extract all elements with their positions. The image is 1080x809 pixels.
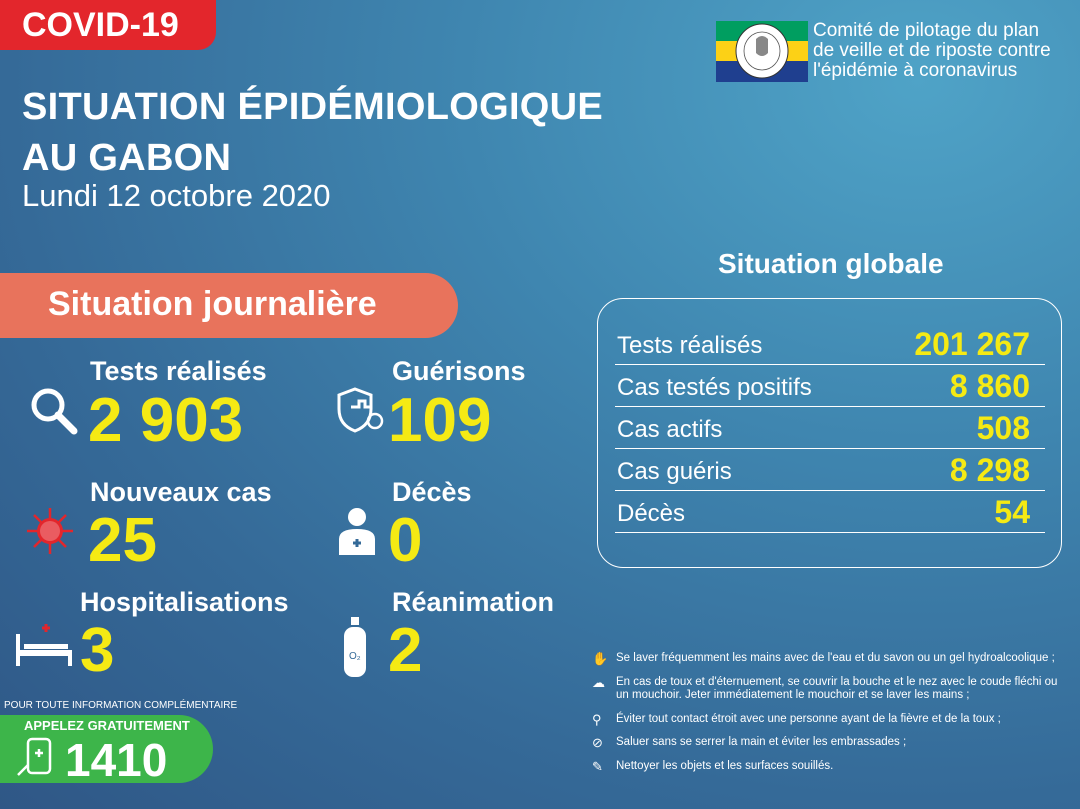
gabon-flag-logo [716,21,808,82]
row-label: Cas testés positifs [617,374,812,401]
global-row: Cas actifs 508 [615,407,1045,449]
advice-text: Saluer sans se serrer la main et éviter … [616,736,907,748]
daily-new-cases-value: 25 [88,506,157,575]
hotline-box: APPELEZ GRATUITEMENT 1410 [0,715,213,786]
sneeze-icon: ☁ [592,674,605,690]
daily-tests-label: Tests réalisés [90,356,267,386]
magnifier-icon [31,388,78,435]
report-date: Lundi 12 octobre 2020 [22,178,331,213]
org-line: Comité de pilotage du plan [813,20,1040,41]
org-line: de veille et de riposte contre [813,40,1051,61]
page-title-line1: SITUATION ÉPIDÉMIOLOGIQUE [22,86,604,128]
row-value: 8 298 [949,452,1030,488]
person-icon [339,508,375,555]
advice-item: ⊘ Saluer sans se serrer la main et éviter… [592,736,1067,750]
daily-recoveries-value: 109 [388,386,492,455]
advice-item: ⚲ Éviter tout contact étroit avec une per… [592,711,1067,727]
daily-icu-value: 2 [388,616,423,685]
row-value: 201 267 [914,326,1030,362]
distance-icon: ⚲ [592,711,602,727]
global-row: Tests réalisés 201 267 [615,323,1045,365]
row-label: Tests réalisés [617,332,763,359]
hotline-number: 1410 [65,734,168,786]
daily-section-title: Situation journalière [0,273,458,338]
svg-text:O₂: O₂ [349,651,361,662]
row-value: 508 [976,410,1030,446]
global-row: Décès 54 [615,491,1045,533]
organization-name: Comité de pilotage du plan de veille et … [813,21,1051,81]
prevention-advice-list: ✋ Se laver fréquemment les mains avec de … [592,652,1067,783]
advice-item: ✋ Se laver fréquemment les mains avec de … [592,652,1067,666]
daily-deaths-label: Décès [392,477,472,507]
virus-icon [27,508,73,554]
global-row: Cas testés positifs 8 860 [615,365,1045,407]
advice-text: Se laver fréquemment les mains avec de l… [616,652,1055,664]
daily-deaths-value: 0 [388,506,423,575]
advice-text: Nettoyer les objets et les surfaces soui… [616,759,834,772]
daily-hospitalizations-label: Hospitalisations [80,587,289,617]
daily-recoveries-label: Guérisons [392,356,526,386]
no-handshake-icon: ⊘ [592,735,603,750]
row-label: Décès [617,500,686,527]
advice-text: Éviter tout contact étroit avec une pers… [616,712,1001,725]
phone-hand-icon [17,737,52,776]
shield-virus-icon [337,387,384,433]
page-title-line2: AU GABON [22,137,232,179]
global-row: Cas guéris 8 298 [615,449,1045,491]
daily-icu-label: Réanimation [392,587,555,617]
row-value: 54 [994,494,1030,530]
advice-text: En cas de toux et d'éternuement, se couv… [616,675,1058,702]
row-value: 8 860 [949,368,1030,404]
advice-item: ✎ Nettoyer les objets et les surfaces sou… [592,758,1067,774]
hotline-call-label: APPELEZ GRATUITEMENT [24,718,190,733]
oxygen-tank-icon: O₂ [344,617,366,677]
covid-banner: COVID-19 [0,0,216,50]
advice-item: ☁ En cas de toux et d'éternuement, se cou… [592,674,1067,703]
daily-tests-value: 2 903 [88,386,244,455]
hotline-info: POUR TOUTE INFORMATION COMPLÉMENTAIRE [4,700,238,711]
daily-hospitalizations-value: 3 [80,616,115,685]
hospital-bed-icon [16,624,72,666]
cleaning-icon: ✎ [592,758,603,774]
row-label: Cas guéris [617,458,732,485]
daily-new-cases-label: Nouveaux cas [90,477,272,507]
global-stats-table: Tests réalisés 201 267 Cas testés positif… [597,298,1062,568]
global-section-title: Situation globale [718,248,944,279]
org-line: l'épidémie à coronavirus [813,60,1018,81]
handwash-icon: ✋ [592,651,609,666]
row-label: Cas actifs [617,416,723,443]
